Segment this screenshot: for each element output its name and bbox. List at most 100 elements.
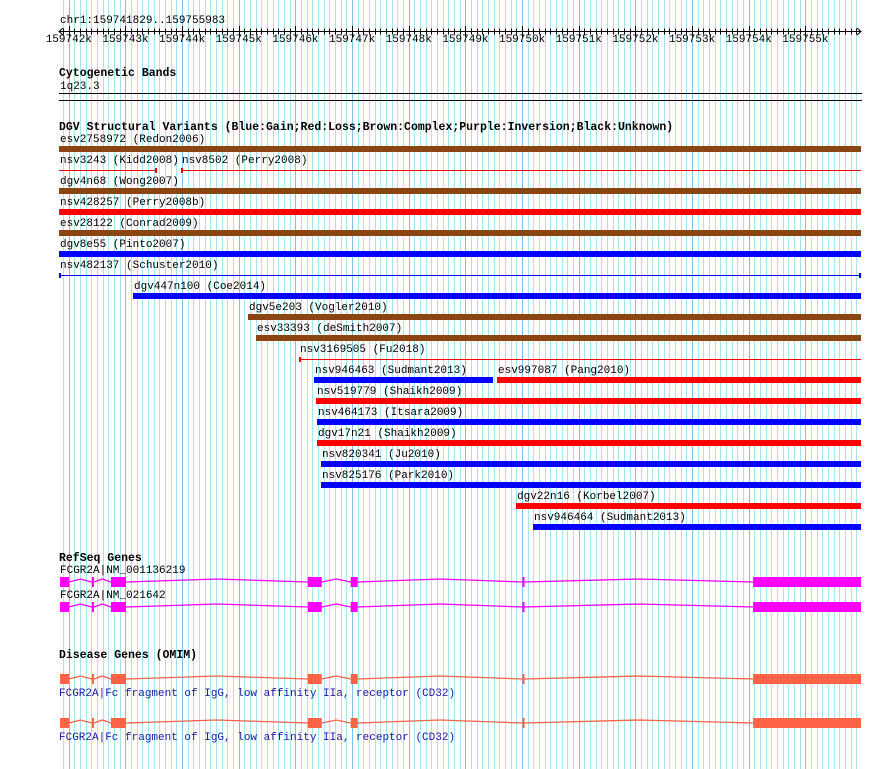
variant-end-tick	[59, 273, 61, 278]
exon-block	[307, 674, 322, 684]
variant-label: esv28122 (Conrad2009)	[60, 218, 199, 230]
variant-bar[interactable]	[247, 314, 861, 320]
variant-end-tick	[859, 273, 861, 278]
variant-label: nsv428257 (Perry2008b)	[60, 197, 206, 209]
exon-block	[60, 577, 70, 587]
exon-block	[110, 718, 126, 728]
intron-line	[68, 719, 93, 724]
exon-block	[60, 718, 70, 728]
variant-end-tick	[154, 168, 157, 173]
exon-block	[753, 674, 861, 684]
variant-bar[interactable]	[313, 377, 493, 383]
variant-label: nsv482137 (Schuster2010)	[60, 260, 219, 272]
variant-bar[interactable]	[59, 170, 157, 171]
variant-label: nsv519779 (Shaikh2009)	[317, 386, 463, 398]
variant-bar[interactable]	[316, 440, 861, 446]
variant-label: nsv8502 (Perry2008)	[182, 155, 308, 167]
variant-bar[interactable]	[59, 146, 861, 152]
intron-line	[524, 675, 754, 680]
exon-block	[307, 602, 322, 612]
exon-block	[307, 718, 322, 728]
variant-bar[interactable]	[298, 359, 861, 360]
ruler-arrow-icon	[58, 27, 862, 36]
variant-label: nsv464173 (Itsara2009)	[318, 407, 464, 419]
exon-block	[110, 577, 126, 587]
variant-bar[interactable]	[59, 209, 861, 215]
ruler-tick-label: 159750k	[498, 34, 546, 46]
ruler-tick-label: 159747k	[329, 34, 376, 46]
variant-label: dgv17n21 (Shaikh2009)	[318, 428, 457, 440]
omim-gene-label[interactable]: FCGR2A|Fc fragment of IgG, low affinity …	[59, 688, 456, 700]
variant-label: dgv22n16 (Korbel2007)	[517, 491, 656, 503]
exon-block	[91, 718, 94, 728]
cytoband-label: 1q23.3	[60, 81, 100, 93]
refseq-gene[interactable]	[0, 575, 890, 589]
variant-label: esv2758972 (Redon2006)	[60, 134, 206, 146]
intron-line	[93, 675, 112, 680]
gene-label: FCGR2A|NM_021642	[60, 590, 166, 602]
ruler-tick-label: 159753k	[668, 34, 716, 46]
exon-block	[350, 674, 358, 684]
variant-label: nsv825176 (Park2010)	[322, 470, 455, 482]
intron-line	[321, 675, 351, 680]
variant-label: dgv4n68 (Wong2007)	[60, 176, 179, 188]
intron-line	[68, 603, 93, 608]
variant-label: nsv3169505 (Fu2018)	[300, 344, 426, 356]
exon-block	[753, 577, 861, 587]
variant-bar[interactable]	[59, 188, 861, 194]
exon-block	[350, 718, 358, 728]
exon-block	[753, 718, 861, 728]
variant-bar[interactable]	[532, 524, 861, 530]
dgv-track-title: DGV Structural Variants (Blue:Gain;Red:L…	[59, 121, 674, 134]
variant-bar[interactable]	[59, 251, 861, 257]
ruler-tick-label: 159752k	[612, 34, 659, 46]
intron-line	[357, 719, 523, 724]
track-divider	[59, 100, 862, 101]
variant-bar[interactable]	[59, 275, 861, 276]
ruler-tick-label: 159743k	[102, 34, 149, 46]
refseq-track-title: RefSeq Genes	[59, 552, 142, 565]
intron-line	[357, 675, 523, 680]
intron-line	[93, 578, 112, 583]
intron-line	[125, 578, 308, 583]
ruler-tick-label: 159749k	[442, 34, 489, 46]
omim-gene[interactable]	[0, 672, 890, 686]
ruler-tick-label: 159744k	[159, 34, 206, 46]
variant-label: nsv946464 (Sudmant2013)	[534, 512, 686, 524]
intron-line	[93, 603, 112, 608]
variant-bar[interactable]	[515, 503, 861, 509]
cytoband-bar[interactable]	[59, 93, 862, 94]
exon-block	[307, 577, 322, 587]
variant-bar[interactable]	[255, 335, 861, 341]
refseq-gene[interactable]	[0, 600, 890, 614]
variant-bar[interactable]	[315, 398, 861, 404]
variant-label: dgv8e55 (Pinto2007)	[60, 239, 186, 251]
exon-block	[60, 602, 70, 612]
variant-label: esv997087 (Pang2010)	[498, 365, 631, 377]
intron-line	[524, 578, 754, 583]
variant-bar[interactable]	[320, 482, 861, 488]
ruler[interactable]	[0, 24, 890, 38]
variant-bar[interactable]	[320, 461, 861, 467]
variant-end-tick	[298, 357, 301, 362]
exon-block	[522, 674, 525, 684]
exon-block	[91, 674, 94, 684]
variant-bar[interactable]	[132, 293, 861, 299]
variant-label: nsv946463 (Sudmant2013)	[315, 365, 467, 377]
intron-line	[125, 675, 308, 680]
variant-bar[interactable]	[180, 170, 861, 171]
omim-gene[interactable]	[0, 716, 890, 730]
variant-label: dgv447n100 (Coe2014)	[134, 281, 267, 293]
variant-bar[interactable]	[316, 419, 861, 425]
variant-bar[interactable]	[59, 230, 861, 236]
cytoband-track-title: Cytogenetic Bands	[59, 67, 177, 80]
omim-gene-label[interactable]: FCGR2A|Fc fragment of IgG, low affinity …	[59, 732, 456, 744]
ruler-tick-label: 159745k	[215, 34, 262, 46]
exon-block	[522, 577, 525, 587]
exon-block	[91, 577, 94, 587]
ruler-tick-label: 159755k	[782, 34, 829, 46]
intron-line	[321, 578, 351, 583]
variant-bar[interactable]	[496, 377, 861, 383]
